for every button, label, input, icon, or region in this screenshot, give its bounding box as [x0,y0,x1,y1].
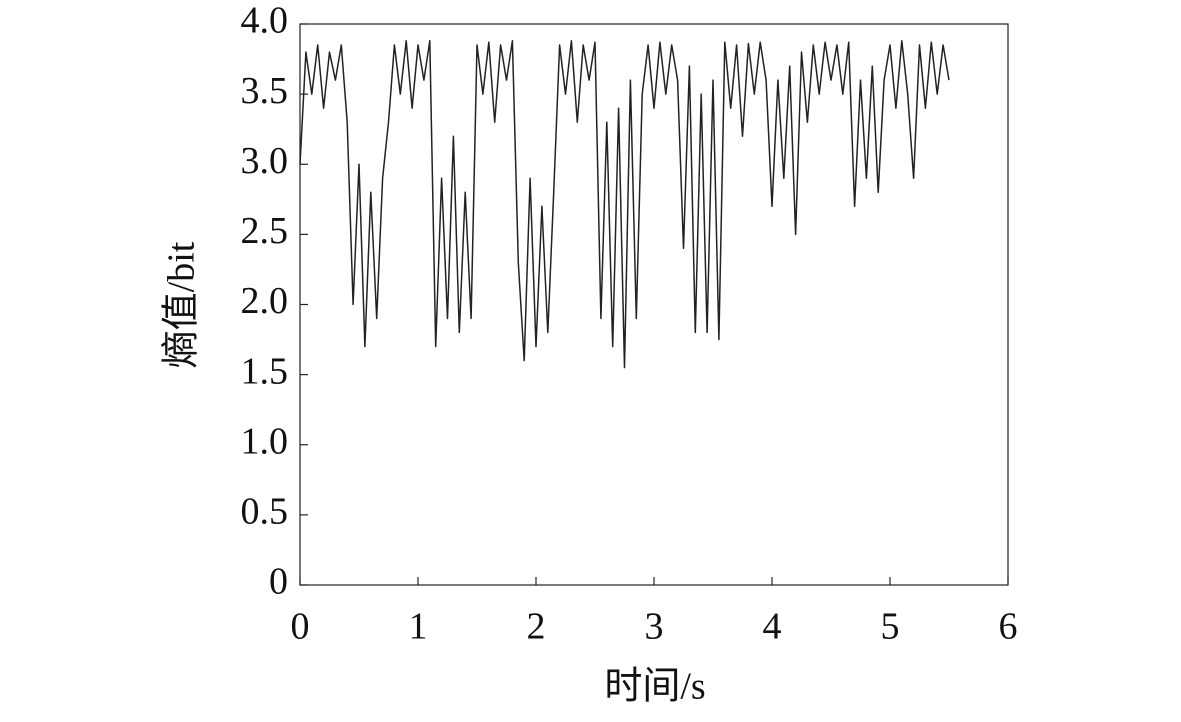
y-tick-label: 0.5 [241,491,289,533]
y-axis-label: 熵值/bit [161,241,203,368]
x-tick-label: 3 [645,606,664,648]
x-tick-label: 6 [999,606,1018,648]
x-tick-label: 1 [409,606,428,648]
x-tick-label: 5 [881,606,900,648]
y-tick-label: 1.5 [241,350,289,392]
y-tick-label: 3.0 [241,140,289,182]
y-tick-label: 2.5 [241,210,289,252]
y-tick-label: 4.0 [241,0,289,42]
x-tick-label: 0 [291,606,310,648]
data-line [299,40,950,369]
x-tick-label: 2 [527,606,546,648]
x-tick-label: 4 [763,606,782,648]
y-tick-label: 3.5 [241,70,289,112]
y-tick-label: 0 [269,561,288,603]
x-axis-label: 时间/s [604,666,705,708]
y-tick-label: 2.0 [241,280,289,322]
y-tick-label: 1.0 [241,420,289,462]
